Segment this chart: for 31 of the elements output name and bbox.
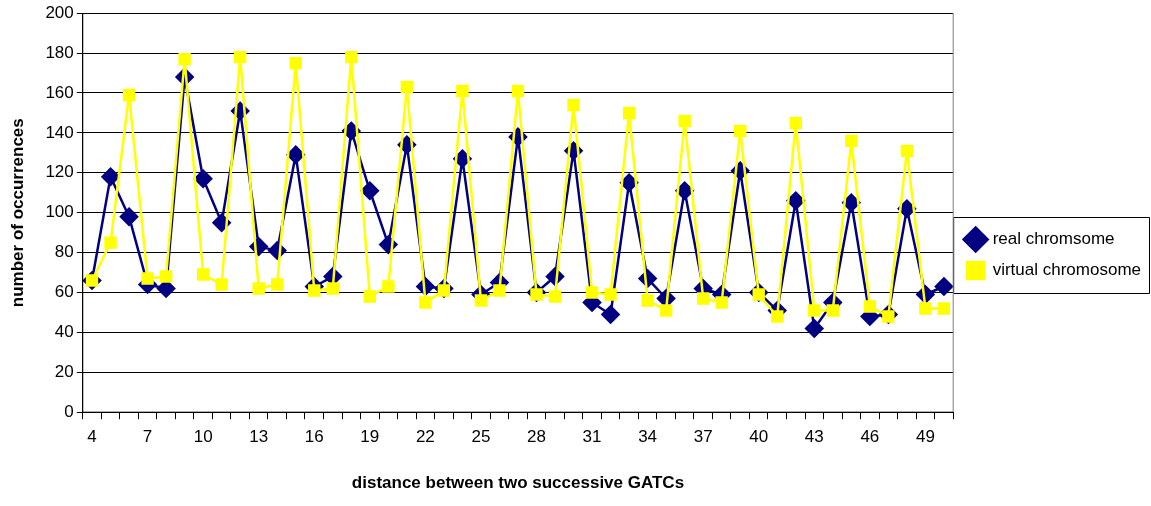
x-tick-label: 34 [638, 427, 658, 447]
x-tick-label: 22 [415, 427, 435, 447]
x-axis-title: distance between two successive GATCs [351, 473, 685, 493]
x-tick-label: 19 [360, 427, 380, 447]
x-tick-label: 49 [915, 427, 935, 447]
x-tick-label: 43 [804, 427, 824, 447]
legend-label: real chromsome [992, 229, 1115, 249]
x-tick-label: 10 [193, 427, 213, 447]
y-tick-label: 180 [45, 42, 74, 62]
x-tick-label: 4 [87, 427, 97, 447]
x-tick-label: 31 [582, 427, 602, 447]
legend-label: virtual chromosome [992, 260, 1141, 280]
y-tick-label: 200 [45, 2, 74, 22]
x-tick-label: 13 [249, 427, 269, 447]
y-tick-label: 0 [64, 401, 74, 421]
y-axis-title: number of occurrences [7, 118, 27, 308]
y-tick-label: 60 [54, 282, 74, 302]
y-tick-label: 140 [45, 122, 74, 142]
y-tick-label: 20 [54, 361, 74, 381]
x-tick-label: 7 [142, 427, 153, 447]
x-tick-label: 28 [527, 427, 546, 447]
y-tick-label: 120 [45, 162, 74, 182]
y-tick-label: 40 [54, 322, 74, 342]
x-tick-label: 25 [471, 427, 491, 447]
x-tick-label: 40 [749, 427, 769, 447]
y-tick-label: 80 [54, 242, 74, 262]
y-tick-label: 100 [45, 202, 74, 222]
x-tick-label: 37 [693, 427, 713, 447]
y-tick-label: 160 [45, 82, 74, 102]
x-tick-label: 16 [304, 427, 324, 447]
x-tick-label: 46 [860, 427, 880, 447]
